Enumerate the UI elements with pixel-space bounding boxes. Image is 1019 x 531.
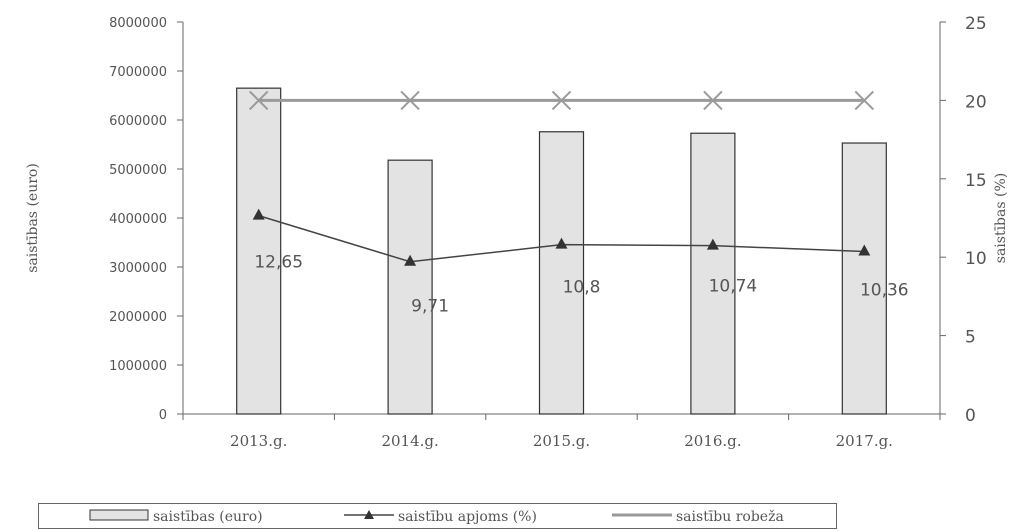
legend-label-volume: saistību apjoms (%): [398, 509, 537, 525]
legend-label-limit: saistību robeža: [676, 509, 784, 525]
right-tick-label: 15: [965, 171, 987, 191]
limit-point: [400, 90, 420, 111]
right-tick-label: 5: [965, 328, 976, 348]
volume-point: [858, 244, 871, 256]
left-tick-label: 5000000: [109, 163, 167, 178]
right-axis-title: saistības (%): [993, 173, 1009, 263]
legend-triangle-line-icon: [344, 509, 394, 525]
bar: [387, 159, 433, 415]
legend-label-bars: saistības (euro): [153, 509, 263, 525]
legend: saistības (euro) saistību apjoms (%) sai…: [38, 503, 837, 529]
left-tick-label: 7000000: [109, 65, 167, 80]
data-labels: 12,65 9,71 10,8 10,74 10,36: [254, 253, 908, 317]
limit-point: [248, 90, 269, 111]
legend-item-limit: saistību robeža: [612, 508, 784, 526]
legend-item-volume: saistību apjoms (%): [344, 508, 537, 526]
volume-point: [404, 254, 417, 266]
left-tick-label: 1000000: [109, 359, 167, 374]
left-tick-label: 0: [159, 408, 167, 423]
x-tick-label: 2013.g.: [230, 432, 287, 450]
volume-point: [555, 237, 568, 249]
data-label: 12,65: [254, 253, 303, 273]
left-tick-label: 2000000: [109, 310, 167, 325]
x-tick-label: 2014.g.: [381, 432, 438, 450]
axes: 0 1000000 2000000 3000000 4000000 5000000 6000…: [25, 14, 1009, 450]
left-tick-label: 8000000: [109, 16, 167, 31]
combo-chart: 0 1000000 2000000 3000000 4000000 5000000 6000…: [25, 14, 1009, 450]
limit-point: [703, 90, 723, 111]
right-tick-label: 20: [965, 92, 987, 112]
bar: [841, 142, 887, 415]
legend-gray-line-icon: [612, 509, 672, 525]
bar: [538, 131, 585, 415]
right-tick-label: 0: [965, 406, 976, 426]
data-label: 10,8: [563, 278, 601, 298]
left-axis-title: saistības (euro): [25, 163, 41, 273]
volume-point: [252, 208, 265, 220]
data-label: 9,71: [411, 297, 449, 317]
limit-point: [854, 90, 875, 111]
x-tick-label: 2017.g.: [836, 432, 893, 450]
x-tick-label: 2016.g.: [684, 432, 741, 450]
legend-bar-swatch: [89, 509, 149, 525]
line-series: [248, 90, 875, 266]
data-label: 10,74: [709, 277, 758, 297]
bar-series: [236, 87, 887, 415]
legend-item-bars: saistības (euro): [89, 508, 263, 526]
data-label: 10,36: [860, 281, 909, 301]
volume-point: [706, 238, 719, 250]
left-tick-label: 6000000: [109, 114, 167, 129]
limit-point: [551, 90, 572, 111]
left-tick-label: 3000000: [109, 261, 167, 276]
right-tick-label: 25: [965, 14, 987, 34]
bar: [236, 87, 282, 415]
right-tick-label: 10: [965, 249, 987, 269]
bar: [690, 132, 736, 415]
x-tick-label: 2015.g.: [533, 432, 590, 450]
left-tick-label: 4000000: [109, 212, 167, 227]
